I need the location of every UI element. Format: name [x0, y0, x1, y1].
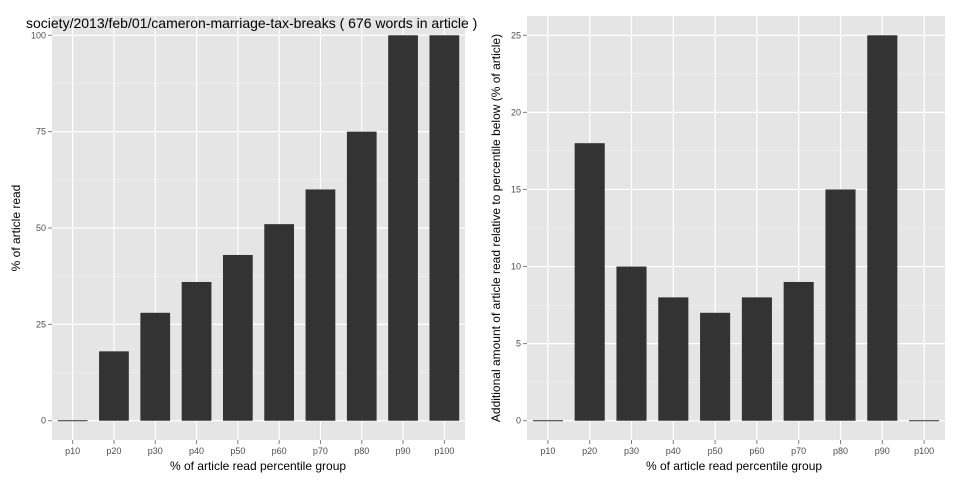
- chart-left-x-tick-label: p80: [354, 446, 369, 456]
- chart-right-y-axis-title: Additional amount of article read relati…: [489, 34, 503, 422]
- chart-left-x-tick-label: p30: [148, 446, 163, 456]
- chart-right-x-tick-label: p30: [624, 446, 639, 456]
- chart-left-bar: [305, 189, 336, 421]
- chart-right-y-tick-label: 0: [516, 416, 521, 426]
- chart-right-x-tick-label: p40: [666, 446, 681, 456]
- chart-right-plot: 0 5 10 15 20 25 p10 p20 p30 p40 p50 p60 p70 p80 p90 p10…: [511, 16, 945, 456]
- chart-right: 0 5 10 15 20 25 p10 p20 p30 p40 p50 p60 p70 p80 p90 p10…: [489, 16, 945, 473]
- chart-left-y-tick-label: 100: [31, 30, 46, 40]
- chart-left-x-tick-label: p90: [396, 446, 411, 456]
- chart-left-bar: [140, 312, 171, 421]
- chart-left-bar: [346, 131, 377, 421]
- chart-left-y-tick-label: 75: [36, 127, 46, 137]
- chart-left-x-tick-label: p20: [106, 446, 121, 456]
- chart-left-y-tick-label: 0: [41, 416, 46, 426]
- chart-right-x-tick-label: p10: [540, 446, 555, 456]
- chart-right-bar: [700, 312, 731, 421]
- chart-right-bar: [909, 420, 940, 422]
- chart-right-bar: [574, 143, 605, 421]
- chart-right-bar: [532, 420, 563, 422]
- chart-left-bar: [264, 224, 295, 421]
- chart-right-x-tick-label: p90: [875, 446, 890, 456]
- chart-left-x-tick-label: p100: [434, 446, 454, 456]
- chart-right-bar: [867, 35, 898, 421]
- chart-left-x-tick-label: p60: [272, 446, 287, 456]
- chart-left-x-tick-label: p70: [313, 446, 328, 456]
- chart-right-y-tick-label: 10: [511, 262, 521, 272]
- chart-left-bar: [99, 351, 129, 421]
- chart-right-x-tick-label: p20: [582, 446, 597, 456]
- chart-left-bar: [429, 35, 460, 421]
- chart-right-y-tick-label: 20: [511, 107, 521, 117]
- chart-left-x-tick-label: p10: [65, 446, 80, 456]
- chart-left-x-tick-label: p50: [230, 446, 245, 456]
- chart-left-plot: 0 25 50 75 100 p10 p20 p30 p40 p50 p60 p70 p80 p90 p10…: [31, 16, 465, 456]
- chart-right-bar: [616, 266, 647, 421]
- chart-right-x-tick-label: p50: [708, 446, 723, 456]
- chart-right-bar: [741, 297, 772, 421]
- chart-left-x-tick-label: p40: [189, 446, 204, 456]
- chart-left-bar: [222, 254, 253, 421]
- chart-right-bar: [825, 189, 856, 421]
- chart-left: 0 25 50 75 100 p10 p20 p30 p40 p50 p60 p70 p80 p90 p10…: [9, 15, 477, 473]
- chart-left-bar: [388, 35, 418, 421]
- chart-right-y-tick-label: 15: [511, 184, 521, 194]
- chart-left-title: society/2013/feb/01/cameron-marriage-tax…: [26, 15, 477, 31]
- chart-left-y-axis-title: % of article read: [9, 185, 23, 272]
- chart-right-bar: [783, 281, 814, 421]
- chart-right-x-axis-title: % of article read percentile group: [646, 459, 822, 473]
- chart-right-x-tick-label: p80: [833, 446, 848, 456]
- chart-left-bar: [181, 281, 212, 421]
- chart-right-bar: [658, 297, 689, 421]
- chart-right-x-tick-label: p60: [749, 446, 764, 456]
- chart-left-bar: [57, 420, 88, 422]
- chart-left-y-tick-label: 50: [36, 223, 46, 233]
- chart-right-x-tick-label: p70: [791, 446, 806, 456]
- chart-right-x-tick-label: p100: [914, 446, 934, 456]
- chart-left-x-axis-title: % of article read percentile group: [170, 459, 346, 473]
- chart-left-y-tick-label: 25: [36, 319, 46, 329]
- chart-right-y-tick-label: 25: [511, 30, 521, 40]
- chart-right-y-tick-label: 5: [516, 339, 521, 349]
